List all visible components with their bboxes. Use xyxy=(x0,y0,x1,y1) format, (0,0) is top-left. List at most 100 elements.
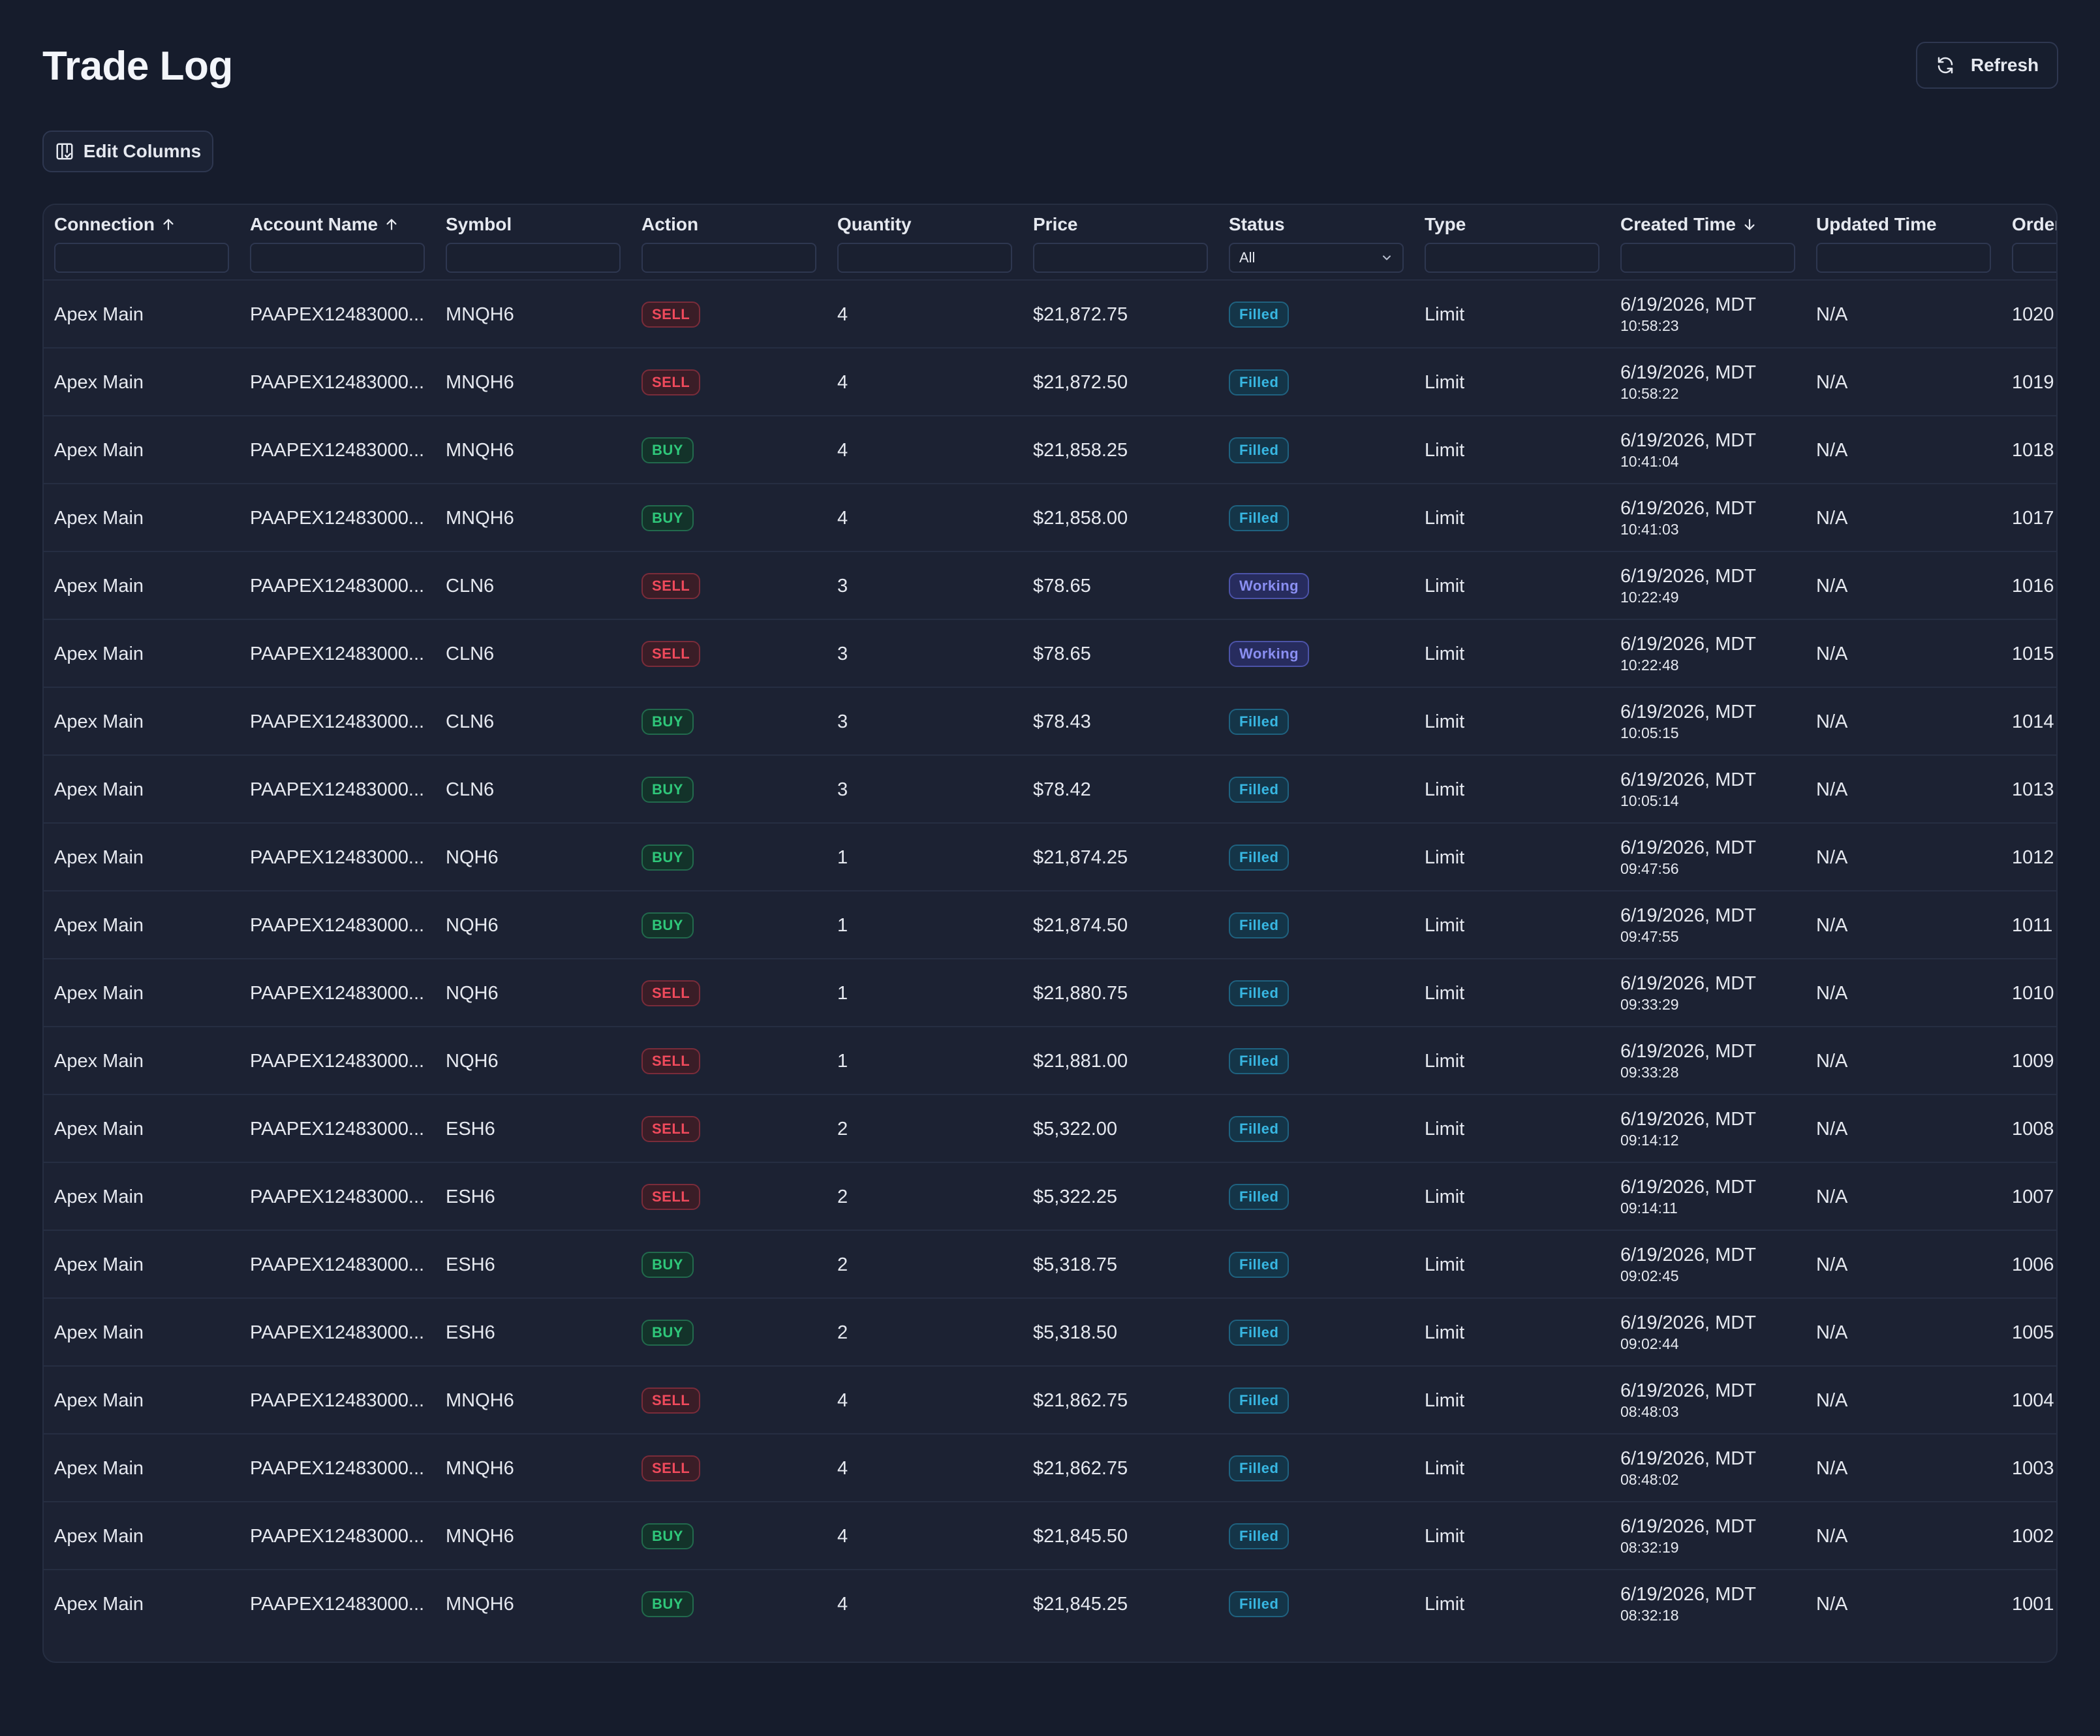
created-date: 6/19/2026, MDT xyxy=(1620,498,1756,519)
cell-order: 1017 xyxy=(2012,507,2054,529)
action-badge: SELL xyxy=(641,1116,701,1142)
created-clock-time: 08:48:03 xyxy=(1620,1403,1679,1420)
cell-quantity: 2 xyxy=(837,1254,848,1275)
column-header-label[interactable]: Order xyxy=(2012,214,2056,235)
table-row[interactable]: Apex Main PAAPEX12483000... ESH6 BUY 2 $5,318… xyxy=(44,1231,2056,1299)
cell-created-time: 6/19/2026, MDT 09:14:11 xyxy=(1610,1163,1806,1231)
column-header-text: Connection xyxy=(54,214,155,234)
refresh-button[interactable]: Refresh xyxy=(1916,42,2058,89)
table-row[interactable]: Apex Main PAAPEX12483000... MNQH6 SELL 4 $21,… xyxy=(44,281,2056,349)
cell-account-name: PAAPEX12483000... xyxy=(250,1322,425,1343)
table-row[interactable]: Apex Main PAAPEX12483000... CLN6 SELL 3 $78.6… xyxy=(44,552,2056,620)
column-header-account-name[interactable]: Account Name xyxy=(239,205,435,279)
cell-order: 1015 xyxy=(2012,643,2054,664)
table-row[interactable]: Apex Main PAAPEX12483000... ESH6 SELL 2 $5,32… xyxy=(44,1095,2056,1163)
cell-symbol: NQH6 xyxy=(446,1050,499,1072)
column-header-symbol[interactable]: Symbol xyxy=(435,205,631,279)
cell-symbol: ESH6 xyxy=(446,1322,495,1343)
order-filter-input[interactable] xyxy=(2012,243,2056,273)
table-row[interactable]: Apex Main PAAPEX12483000... MNQH6 SELL 4 $21,… xyxy=(44,349,2056,416)
column-header-updated-time[interactable]: Updated Time xyxy=(1806,205,2001,279)
column-header-label[interactable]: Symbol xyxy=(446,214,512,235)
column-header-label[interactable]: Updated Time xyxy=(1816,214,1937,235)
table-row[interactable]: Apex Main PAAPEX12483000... MNQH6 SELL 4 $21,… xyxy=(44,1367,2056,1434)
arrow-down-icon[interactable] xyxy=(1742,217,1757,232)
cell-order: 1014 xyxy=(2012,711,2054,732)
cell-symbol: MNQH6 xyxy=(446,439,514,461)
cell-action: BUY xyxy=(631,824,827,891)
table-row[interactable]: Apex Main PAAPEX12483000... NQH6 SELL 1 $21,8… xyxy=(44,1027,2056,1095)
cell-created-time: 6/19/2026, MDT 08:32:19 xyxy=(1610,1502,1806,1570)
table-row[interactable]: Apex Main PAAPEX12483000... CLN6 BUY 3 $78.42… xyxy=(44,756,2056,824)
action-badge: BUY xyxy=(641,437,694,463)
table-row[interactable]: Apex Main PAAPEX12483000... ESH6 SELL 2 $5,32… xyxy=(44,1163,2056,1231)
account-name-filter-input[interactable] xyxy=(250,243,425,273)
status-badge: Filled xyxy=(1229,369,1289,395)
updated-time-filter-input[interactable] xyxy=(1816,243,1991,273)
cell-updated-time: N/A xyxy=(1816,982,1848,1004)
action-filter-input[interactable] xyxy=(641,243,816,273)
column-header-order[interactable]: Order xyxy=(2001,205,2056,279)
cell-action: SELL xyxy=(631,1095,827,1163)
table-row[interactable]: Apex Main PAAPEX12483000... MNQH6 BUY 4 $21,8… xyxy=(44,1502,2056,1570)
cell-price: $21,874.25 xyxy=(1033,846,1128,868)
column-header-label[interactable]: Quantity xyxy=(837,214,912,235)
quantity-filter-input[interactable] xyxy=(837,243,1012,273)
table-row[interactable]: Apex Main PAAPEX12483000... MNQH6 BUY 4 $21,8… xyxy=(44,416,2056,484)
table-row[interactable]: Apex Main PAAPEX12483000... ESH6 BUY 2 $5,318… xyxy=(44,1299,2056,1367)
column-header-connection[interactable]: Connection xyxy=(44,205,239,279)
column-header-label[interactable]: Created Time xyxy=(1620,214,1757,235)
column-header-label[interactable]: Connection xyxy=(54,214,176,235)
column-header-status[interactable]: Status All xyxy=(1218,205,1414,279)
cell-price: $78.65 xyxy=(1033,643,1091,664)
cell-created-time: 6/19/2026, MDT 10:41:04 xyxy=(1610,416,1806,484)
table-row[interactable]: Apex Main PAAPEX12483000... MNQH6 SELL 4 $21,… xyxy=(44,1434,2056,1502)
cell-status: Filled xyxy=(1218,959,1414,1027)
edit-columns-button[interactable]: Edit Columns xyxy=(42,131,213,172)
price-filter-input[interactable] xyxy=(1033,243,1208,273)
column-header-label[interactable]: Account Name xyxy=(250,214,399,235)
table-row[interactable]: Apex Main PAAPEX12483000... NQH6 BUY 1 $21,87… xyxy=(44,891,2056,959)
created-clock-time: 09:14:12 xyxy=(1620,1132,1679,1149)
symbol-filter-input[interactable] xyxy=(446,243,621,273)
column-header-quantity[interactable]: Quantity xyxy=(827,205,1023,279)
column-header-created-time[interactable]: Created Time xyxy=(1610,205,1806,279)
status-filter-select[interactable]: All xyxy=(1229,243,1404,273)
arrow-up-icon[interactable] xyxy=(384,217,399,232)
cell-updated-time: N/A xyxy=(1816,507,1848,529)
column-header-text: Account Name xyxy=(250,214,378,234)
created-date: 6/19/2026, MDT xyxy=(1620,973,1756,994)
column-header-action[interactable]: Action xyxy=(631,205,827,279)
cell-quantity: 3 xyxy=(837,711,848,732)
column-header-label[interactable]: Price xyxy=(1033,214,1078,235)
column-header-price[interactable]: Price xyxy=(1023,205,1218,279)
table-row[interactable]: Apex Main PAAPEX12483000... NQH6 BUY 1 $21,87… xyxy=(44,824,2056,891)
cell-symbol: MNQH6 xyxy=(446,371,514,393)
table-row[interactable]: Apex Main PAAPEX12483000... CLN6 BUY 3 $78.43… xyxy=(44,688,2056,756)
column-header-label[interactable]: Action xyxy=(641,214,698,235)
cell-action: BUY xyxy=(631,1299,827,1367)
cell-type: Limit xyxy=(1425,643,1465,664)
table-row[interactable]: Apex Main PAAPEX12483000... NQH6 SELL 1 $21,8… xyxy=(44,959,2056,1027)
table-row[interactable]: Apex Main PAAPEX12483000... CLN6 SELL 3 $78.6… xyxy=(44,620,2056,688)
cell-account-name: PAAPEX12483000... xyxy=(250,779,425,800)
cell-action: SELL xyxy=(631,1027,827,1095)
created-time-filter-input[interactable] xyxy=(1620,243,1795,273)
cell-status: Filled xyxy=(1218,1163,1414,1231)
cell-status: Filled xyxy=(1218,1299,1414,1367)
table-row[interactable]: Apex Main PAAPEX12483000... MNQH6 BUY 4 $21,8… xyxy=(44,484,2056,552)
cell-type: Limit xyxy=(1425,1118,1465,1139)
cell-created-time: 6/19/2026, MDT 09:02:44 xyxy=(1610,1299,1806,1367)
cell-price: $21,880.75 xyxy=(1033,982,1128,1004)
cell-created-time: 6/19/2026, MDT 10:05:14 xyxy=(1610,756,1806,824)
cell-action: BUY xyxy=(631,416,827,484)
status-badge: Filled xyxy=(1229,980,1289,1006)
column-header-label[interactable]: Status xyxy=(1229,214,1285,235)
arrow-up-icon[interactable] xyxy=(161,217,176,232)
column-header-type[interactable]: Type xyxy=(1414,205,1610,279)
type-filter-input[interactable] xyxy=(1425,243,1599,273)
column-header-label[interactable]: Type xyxy=(1425,214,1466,235)
table-row[interactable]: Apex Main PAAPEX12483000... MNQH6 BUY 4 $21,8… xyxy=(44,1570,2056,1638)
connection-filter-input[interactable] xyxy=(54,243,229,273)
created-date: 6/19/2026, MDT xyxy=(1620,294,1756,315)
